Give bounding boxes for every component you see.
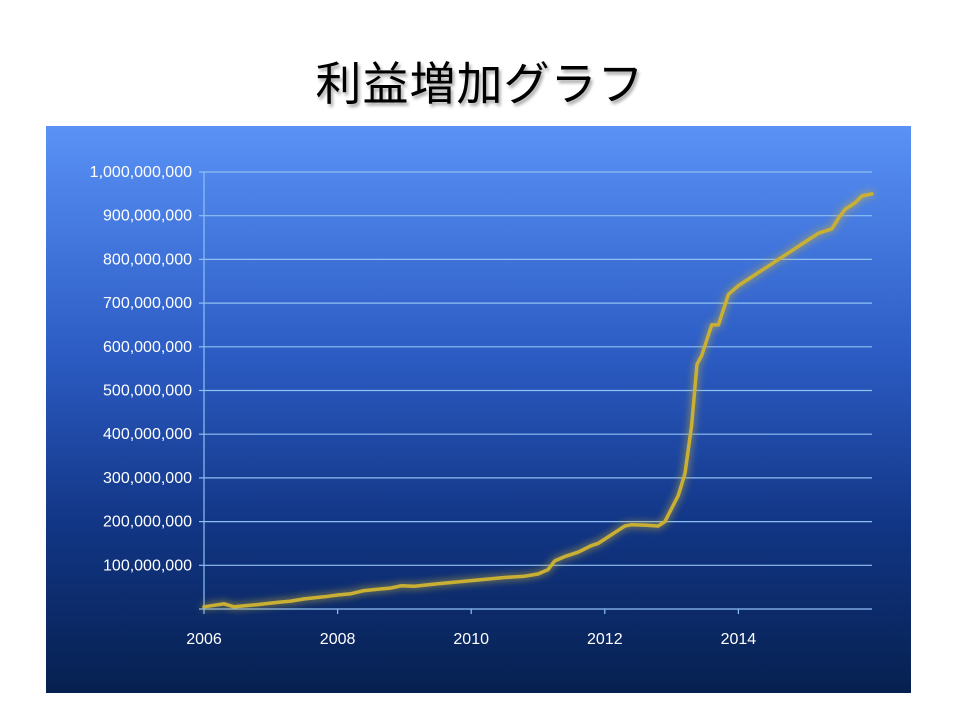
grid-lines bbox=[204, 171, 872, 566]
y-tick-label: 400,000,000 bbox=[103, 426, 192, 443]
y-tick-label: 600,000,000 bbox=[103, 339, 192, 356]
x-axis-tick-labels: 2006 2008 2010 2012 2014 bbox=[186, 631, 756, 648]
y-tick-label: 800,000,000 bbox=[103, 251, 192, 268]
axes bbox=[199, 171, 872, 614]
line-chart: 100,000,000 200,000,000 300,000,000 400,000… bbox=[90, 164, 874, 648]
y-tick-label: 300,000,000 bbox=[103, 470, 192, 487]
y-tick-label: 500,000,000 bbox=[103, 383, 192, 400]
y-tick-label: 700,000,000 bbox=[103, 295, 192, 312]
y-axis-tick-labels: 100,000,000 200,000,000 300,000,000 400,000… bbox=[90, 164, 192, 574]
series-lines bbox=[202, 192, 874, 609]
series-line bbox=[202, 192, 874, 609]
y-tick-label: 900,000,000 bbox=[103, 208, 192, 225]
x-tick-label: 2012 bbox=[587, 631, 623, 648]
x-tick-label: 2008 bbox=[320, 631, 356, 648]
x-tick-label: 2014 bbox=[721, 631, 757, 648]
chart-panel: 100,000,000 200,000,000 300,000,000 400,000… bbox=[46, 126, 911, 693]
x-tick-label: 2010 bbox=[453, 631, 489, 648]
y-tick-label: 200,000,000 bbox=[103, 514, 192, 531]
y-tick-label: 1,000,000,000 bbox=[90, 164, 192, 181]
x-tick-label: 2006 bbox=[186, 631, 222, 648]
page-title: 利益増加グラフ bbox=[315, 57, 645, 111]
y-tick-label: 100,000,000 bbox=[103, 557, 192, 574]
